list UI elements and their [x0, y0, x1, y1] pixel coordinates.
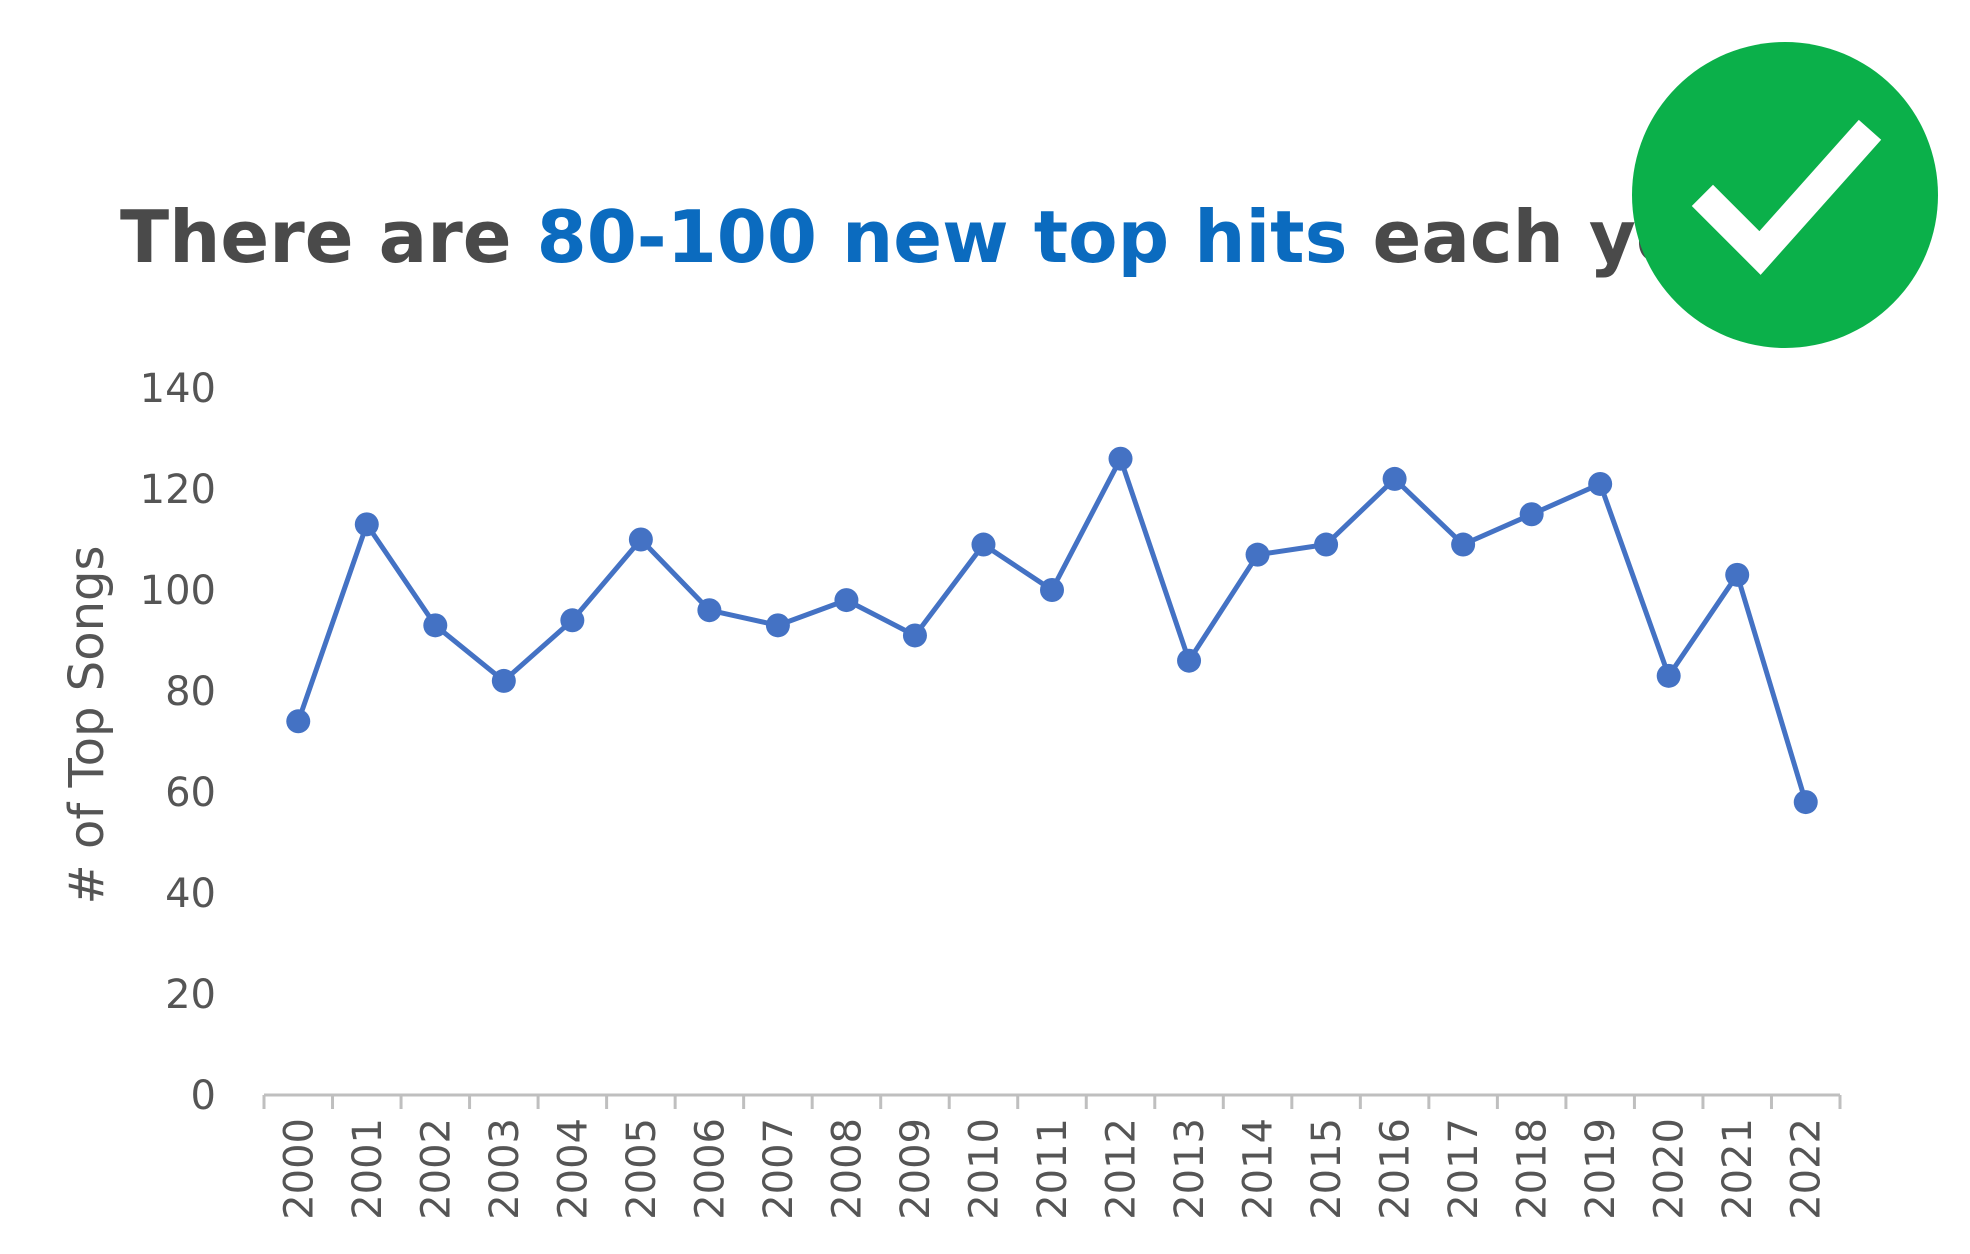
data-point	[628, 527, 653, 552]
series-layer	[286, 446, 1818, 815]
x-tick-label: 2019	[1578, 1118, 1624, 1220]
data-point	[423, 613, 448, 638]
data-point	[1451, 532, 1476, 557]
x-tick-label: 2022	[1784, 1118, 1830, 1220]
x-tick-label: 2017	[1441, 1118, 1487, 1220]
x-tick-label: 2008	[824, 1118, 870, 1220]
x-tick-label: 2003	[482, 1118, 528, 1220]
data-point	[1040, 578, 1064, 602]
x-tick-label: 2002	[413, 1118, 459, 1220]
y-tick-label: 140	[140, 366, 216, 412]
checkmark-badge	[1632, 42, 1938, 348]
data-point	[1177, 648, 1202, 673]
data-point	[1588, 471, 1613, 496]
title-highlight: 80-100 new top hits	[537, 195, 1348, 279]
data-point	[834, 588, 859, 613]
x-tick-label: 2006	[687, 1118, 733, 1220]
data-point	[765, 613, 790, 638]
x-tick-label: 2004	[550, 1118, 596, 1220]
title-part-1: There are	[120, 195, 537, 279]
data-point	[286, 709, 311, 734]
data-point	[1519, 502, 1544, 527]
y-axis-ticks: 0 20 40 60 80 100 120 140	[140, 366, 216, 1119]
y-tick-label: 20	[165, 972, 216, 1018]
y-tick-label: 80	[165, 669, 216, 715]
x-tick-label: 2018	[1510, 1118, 1556, 1220]
y-tick-label: 100	[140, 568, 216, 614]
chart-title: There are 80-100 new top hits each year	[120, 195, 1769, 279]
x-axis: 2000 2001 2002 2003 2004 2005 2006 2007 2008 2009…	[262, 1093, 1842, 1220]
x-tick-label: 2001	[345, 1118, 391, 1220]
data-point	[1382, 466, 1407, 491]
x-tick-label: 2021	[1715, 1118, 1761, 1220]
data-point	[560, 608, 585, 633]
data-point	[1314, 532, 1339, 557]
badge-circle	[1632, 42, 1938, 348]
data-point	[902, 623, 927, 648]
x-tick-label: 2020	[1647, 1118, 1693, 1220]
data-point	[491, 668, 516, 693]
series-line	[295, 456, 1809, 803]
y-tick-label: 120	[140, 467, 216, 513]
y-tick-label: 0	[191, 1073, 216, 1119]
x-tick-label: 2011	[1030, 1118, 1076, 1220]
data-point	[1656, 663, 1681, 688]
y-axis-title: # of Top Songs	[59, 546, 115, 905]
x-tick-label: 2009	[893, 1118, 939, 1220]
x-tick-label: 2016	[1373, 1118, 1419, 1220]
data-point	[971, 532, 996, 557]
x-tick-label: 2013	[1167, 1118, 1213, 1220]
x-tick-label: 2015	[1304, 1118, 1350, 1220]
data-point	[354, 512, 379, 537]
data-point	[1725, 562, 1750, 587]
data-point	[697, 598, 722, 623]
data-point	[1793, 790, 1818, 815]
data-point	[1108, 446, 1133, 471]
x-tick-label: 2007	[756, 1118, 802, 1220]
y-tick-label: 60	[165, 770, 216, 816]
x-tick-label: 2000	[276, 1118, 322, 1220]
checkmark-icon	[1691, 119, 1882, 275]
y-tick-label: 40	[165, 871, 216, 917]
x-tick-label: 2012	[1099, 1118, 1145, 1220]
x-tick-label: 2005	[619, 1118, 665, 1220]
data-point	[1245, 542, 1270, 567]
x-tick-label: 2010	[961, 1118, 1007, 1220]
x-tick-label: 2014	[1236, 1118, 1282, 1220]
